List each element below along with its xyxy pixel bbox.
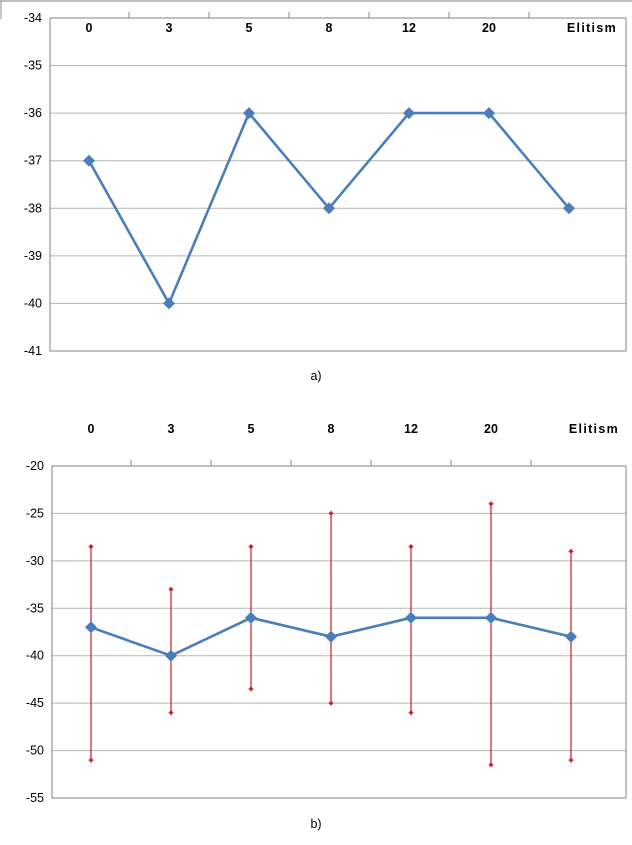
svg-text:-25: -25 (26, 506, 44, 520)
svg-text:20: 20 (484, 422, 498, 436)
svg-text:3: 3 (168, 422, 175, 436)
svg-text:0: 0 (88, 422, 95, 436)
svg-text:-36: -36 (24, 106, 42, 120)
svg-text:b): b) (310, 817, 321, 831)
svg-text:-38: -38 (24, 201, 42, 215)
svg-text:-40: -40 (24, 296, 42, 310)
svg-text:-45: -45 (26, 696, 44, 710)
svg-text:Elitism: Elitism (569, 422, 619, 436)
svg-text:-41: -41 (24, 344, 42, 358)
svg-text:-30: -30 (26, 554, 44, 568)
svg-text:-50: -50 (26, 744, 44, 758)
svg-text:Elitism: Elitism (567, 21, 617, 35)
svg-text:12: 12 (404, 422, 418, 436)
svg-text:a): a) (310, 369, 321, 383)
svg-text:-34: -34 (24, 11, 42, 25)
svg-text:20: 20 (482, 21, 496, 35)
svg-text:-20: -20 (26, 459, 44, 473)
svg-text:8: 8 (328, 422, 335, 436)
svg-text:8: 8 (326, 21, 333, 35)
svg-text:-40: -40 (26, 649, 44, 663)
svg-text:5: 5 (248, 422, 255, 436)
svg-text:3: 3 (166, 21, 173, 35)
svg-text:-55: -55 (26, 791, 44, 805)
svg-text:-39: -39 (24, 249, 42, 263)
svg-text:5: 5 (246, 21, 253, 35)
svg-text:0: 0 (86, 21, 93, 35)
svg-text:12: 12 (402, 21, 416, 35)
svg-text:-37: -37 (24, 154, 42, 168)
svg-text:-35: -35 (24, 59, 42, 73)
svg-text:-35: -35 (26, 601, 44, 615)
